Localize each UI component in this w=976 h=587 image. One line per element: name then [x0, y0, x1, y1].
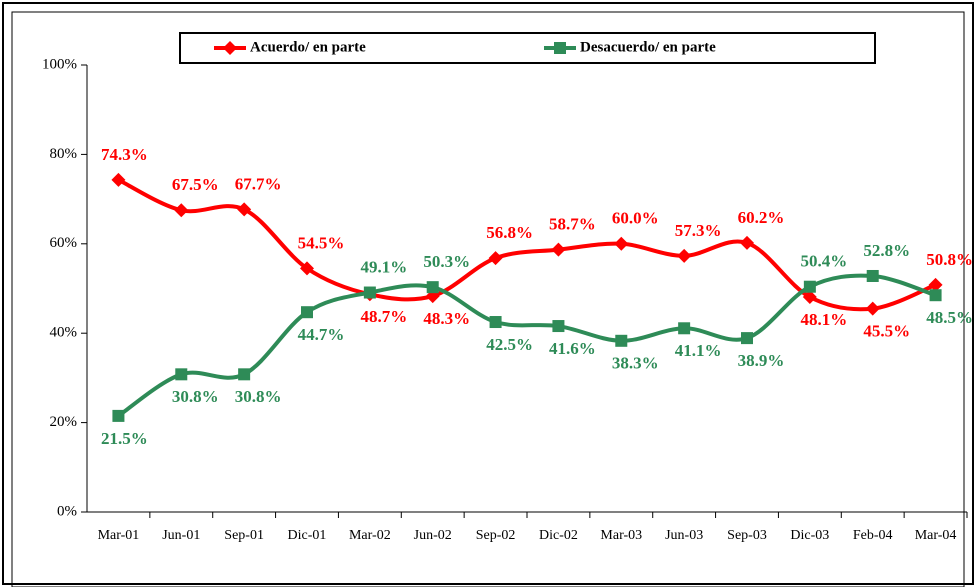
marker	[803, 280, 816, 293]
value-label: 56.8%	[486, 223, 533, 242]
marker	[677, 248, 692, 263]
value-label: 52.8%	[863, 241, 910, 260]
legend-label: Desacuerdo/ en parte	[580, 39, 716, 55]
value-label: 42.5%	[486, 335, 533, 354]
value-label: 48.3%	[423, 309, 470, 328]
value-label: 50.8%	[926, 250, 973, 269]
legend-label: Acuerdo/ en parte	[250, 39, 366, 55]
value-label: 44.7%	[298, 325, 345, 344]
value-label: 67.7%	[235, 174, 282, 193]
marker	[928, 277, 943, 292]
marker	[614, 236, 629, 251]
marker	[866, 269, 879, 282]
x-tick-label: Sep-01	[224, 528, 264, 543]
series-line	[117, 273, 937, 418]
value-label: 67.5%	[172, 175, 219, 194]
value-label: 60.2%	[738, 208, 785, 227]
value-label: 30.8%	[235, 387, 282, 406]
value-label: 45.5%	[863, 322, 910, 341]
y-tick-label: 0%	[57, 503, 77, 519]
marker	[865, 301, 880, 316]
value-label: 30.8%	[172, 387, 219, 406]
marker	[741, 332, 753, 345]
marker	[237, 202, 252, 217]
x-tick-label: Dic-02	[539, 528, 578, 543]
value-label: 48.1%	[800, 310, 847, 329]
x-tick-label: Mar-04	[915, 528, 957, 543]
marker	[678, 322, 691, 335]
x-tick-label: Mar-01	[98, 528, 140, 543]
value-label: 21.5%	[101, 429, 148, 448]
legend-marker	[554, 42, 566, 54]
marker	[238, 368, 251, 381]
marker	[426, 281, 439, 294]
value-label: 41.6%	[549, 339, 596, 358]
marker	[488, 251, 503, 266]
marker	[363, 286, 376, 299]
x-tick-label: Sep-03	[727, 528, 767, 543]
value-label: 60.0%	[612, 209, 659, 228]
y-tick-label: 80%	[50, 146, 78, 162]
marker	[929, 289, 942, 302]
marker	[174, 203, 189, 218]
marker	[300, 261, 314, 276]
value-label: 50.4%	[800, 252, 847, 271]
marker	[111, 172, 126, 187]
legend-box	[179, 32, 876, 64]
y-tick-label: 20%	[50, 414, 78, 430]
marker	[301, 306, 313, 319]
x-tick-label: Jun-03	[665, 528, 703, 543]
value-label: 48.7%	[360, 307, 407, 326]
value-label: 38.3%	[612, 354, 659, 373]
value-label: 48.5%	[926, 308, 973, 327]
marker	[552, 320, 565, 333]
marker	[489, 316, 502, 329]
y-tick-label: 40%	[50, 325, 78, 341]
value-label: 57.3%	[675, 221, 722, 240]
x-tick-label: Dic-01	[288, 528, 327, 543]
x-tick-label: Dic-03	[790, 528, 829, 543]
value-label: 54.5%	[298, 233, 345, 252]
x-tick-label: Feb-04	[853, 528, 893, 543]
inner-frame	[11, 11, 965, 587]
y-tick-label: 60%	[50, 235, 78, 251]
value-label: 50.3%	[423, 252, 470, 271]
marker	[615, 334, 628, 347]
marker	[551, 242, 566, 257]
x-tick-label: Mar-02	[349, 528, 391, 543]
value-label: 41.1%	[675, 341, 722, 360]
marker	[112, 409, 125, 422]
legend-marker	[223, 41, 237, 55]
marker	[740, 235, 754, 250]
marker	[175, 368, 188, 381]
x-tick-label: Sep-02	[476, 528, 516, 543]
value-label: 38.9%	[738, 351, 785, 370]
value-label: 49.1%	[360, 257, 407, 276]
y-tick-label: 100%	[42, 56, 77, 72]
value-label: 58.7%	[549, 215, 596, 234]
marker	[802, 289, 817, 304]
x-tick-label: Jun-01	[162, 528, 200, 543]
value-label: 74.3%	[101, 145, 148, 164]
x-tick-label: Jun-02	[414, 528, 452, 543]
x-tick-label: Mar-03	[600, 528, 642, 543]
